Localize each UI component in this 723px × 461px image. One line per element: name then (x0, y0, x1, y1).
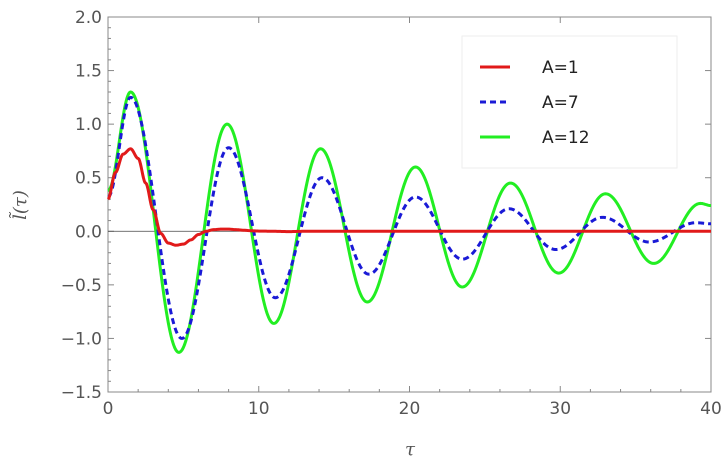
legend-label: A=12 (542, 128, 590, 148)
x-tick-label: 10 (248, 399, 270, 419)
ticks-layer: 0 10 20 30 40 −1.5 −1.0 −0.5 0.0 0.5 1.0 1.5 2.0 (61, 8, 722, 419)
legend-label: A=1 (542, 58, 579, 78)
y-tick-label: 1.5 (75, 62, 102, 82)
y-tick-label: 0.0 (75, 222, 102, 242)
series-layer (106, 90, 712, 354)
series-line-a-7 (107, 95, 712, 340)
y-tick-label: −1.0 (61, 329, 102, 349)
x-tick-label: 0 (103, 399, 114, 419)
y-axis-title: l̃(τ) (8, 190, 31, 220)
y-tick-label: 2.0 (75, 8, 102, 28)
y-tick-label: 1.0 (75, 115, 102, 135)
legend-label: A=7 (542, 93, 579, 113)
y-tick-label: −0.5 (61, 276, 102, 296)
legend: A=1 A=7 A=12 (461, 35, 678, 169)
x-tick-label: 30 (549, 399, 571, 419)
legend-box (461, 35, 678, 169)
y-tick-label: 0.5 (75, 169, 102, 189)
x-tick-label: 40 (700, 399, 722, 419)
y-tick-label: −1.5 (61, 383, 102, 403)
series-line-a-1 (106, 147, 712, 247)
x-tick-label: 20 (399, 399, 421, 419)
series-line-a-12 (107, 90, 712, 354)
x-axis-title: τ (405, 439, 416, 460)
